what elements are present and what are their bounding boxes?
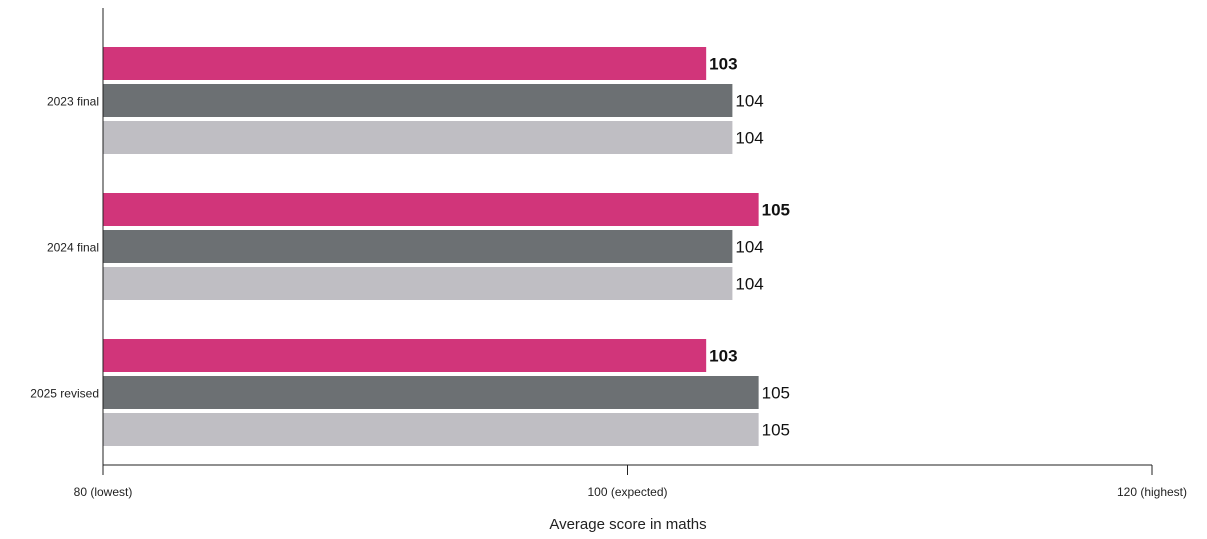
bar [103,339,707,372]
bars-layer [103,47,759,446]
bar-value-label: 104 [735,238,763,257]
bar [103,267,733,300]
category-label: 2024 final [47,241,99,255]
x-tick-label: 120 (highest) [1117,485,1187,499]
value-labels-layer: 103 104 104 105 104 104 103 105 105 [709,55,790,440]
bar [103,193,759,226]
bar-value-label: 103 [709,55,737,74]
x-tick-label: 100 (expected) [587,485,667,499]
bar [103,47,707,80]
bar [103,376,759,409]
x-tick-label: 80 (lowest) [74,485,133,499]
bar-value-label: 103 [709,347,737,366]
x-ticks-layer: 80 (lowest) 100 (expected) 120 (highest) [74,465,1187,499]
bar-value-label: 105 [762,201,790,220]
bar [103,413,759,446]
bar-value-label: 104 [735,275,763,294]
bar-value-label: 105 [762,421,790,440]
bar-value-label: 104 [735,129,763,148]
bar [103,121,733,154]
category-label: 2023 final [47,95,99,109]
bar [103,84,733,117]
category-label: 2025 revised [30,387,99,401]
bar [103,230,733,263]
bar-value-label: 105 [762,384,790,403]
x-axis-title: Average score in maths [549,516,706,533]
bar-value-label: 104 [735,92,763,111]
category-labels-layer: 2023 final 2024 final 2025 revised [30,95,99,401]
